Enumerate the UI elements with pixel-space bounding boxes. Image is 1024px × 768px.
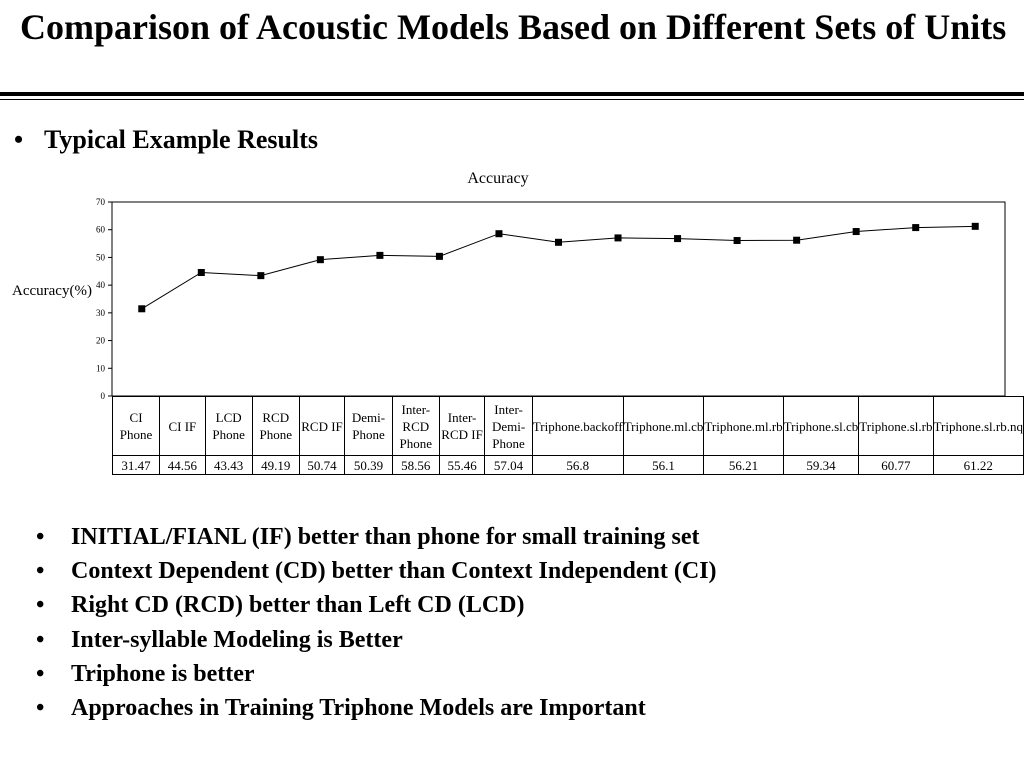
- data-value-label: 55.46: [438, 455, 486, 475]
- bullet-item: • Context Dependent (CD) better than Cont…: [36, 554, 717, 588]
- chart-title: Accuracy: [467, 170, 529, 187]
- data-value-label: 56.1: [622, 455, 705, 475]
- data-point-marker: [257, 272, 265, 280]
- data-value-label: 60.77: [858, 455, 934, 475]
- y-tick-label: 0: [101, 391, 106, 401]
- y-tick-label: 40: [96, 280, 106, 290]
- data-value-label: 61.22: [932, 455, 1024, 475]
- y-tick-label: 70: [96, 197, 106, 207]
- data-point-marker: [733, 237, 741, 245]
- category-label: RCD IF: [298, 396, 346, 456]
- data-point-marker: [435, 252, 443, 260]
- y-tick-label: 30: [96, 308, 106, 318]
- bullet-item: • Inter-syllable Modeling is Better: [36, 623, 717, 657]
- data-value-label: 44.56: [159, 455, 206, 475]
- data-point-marker: [912, 224, 920, 232]
- category-label: Triphone.ml.rb: [703, 396, 784, 456]
- series-line: [141, 225, 976, 310]
- data-point-marker: [555, 238, 562, 246]
- value-row: 31.47 44.56 43.43 49.19 50.74 50.39 58.56 55.46…: [111, 455, 1024, 475]
- bullet-dot-icon: •: [36, 660, 45, 687]
- accuracy-line-chart: 0 10 20 30 40 50 60 70: [96, 197, 1006, 401]
- slide-title: Comparison of Acoustic Models Based on D…: [20, 7, 1007, 47]
- bullet-item: • Triphone is better: [36, 657, 717, 691]
- title-rule-thin: [0, 99, 1024, 100]
- data-value-label: 56.8: [531, 455, 624, 475]
- bullet-text: Inter-syllable Modeling is Better: [71, 626, 403, 653]
- data-value-label: 43.43: [204, 455, 253, 475]
- title-rule-thick: [0, 92, 1024, 96]
- chart-data-table: CI Phone CI IF LCD Phone RCD Phone RCD IF Dem…: [111, 396, 1024, 475]
- data-value-label: 31.47: [111, 455, 161, 475]
- bullet-dot-icon: •: [36, 524, 45, 550]
- data-point-marker: [316, 256, 324, 264]
- y-tick-label: 60: [96, 225, 106, 235]
- data-value-label: 50.39: [344, 455, 393, 475]
- data-value-label: 49.19: [251, 455, 300, 475]
- category-label: CI Phone: [111, 396, 161, 456]
- data-point-marker: [674, 235, 682, 243]
- data-value-label: 58.56: [391, 455, 440, 475]
- data-value-label: 50.74: [298, 455, 346, 475]
- lead-bullet-text: Typical Example Results: [44, 125, 318, 154]
- data-point-marker: [138, 305, 146, 313]
- category-label: Triphone.ml.cb: [622, 396, 705, 456]
- bullet-dot-icon: •: [36, 592, 45, 619]
- category-label: Inter-RCD IF: [438, 396, 486, 456]
- bullet-text: INITIAL/FIANL (IF) better than phone for…: [71, 524, 700, 550]
- bullet-item: • Right CD (RCD) better than Left CD (LCD…: [36, 588, 717, 622]
- category-label: Triphone.sl.cb: [782, 396, 860, 456]
- y-tick-label: 20: [96, 336, 106, 346]
- bullet-text: Approaches in Training Triphone Models a…: [71, 695, 646, 722]
- bullet-text: Triphone is better: [71, 660, 255, 687]
- category-label: LCD Phone: [204, 396, 253, 456]
- bullet-dot-icon: •: [36, 626, 45, 653]
- bullet-dot-icon: •: [36, 558, 45, 585]
- bullet-dot-icon: •: [14, 125, 24, 154]
- chart-y-axis-label: Accuracy(%): [12, 283, 92, 299]
- data-value-label: 57.04: [484, 455, 533, 475]
- bullet-dot-icon: •: [36, 695, 45, 722]
- data-value-label: 59.34: [782, 455, 860, 475]
- category-label: Demi-Phone: [344, 396, 393, 456]
- category-label: CI IF: [159, 396, 206, 456]
- data-point-marker: [197, 269, 205, 277]
- category-label: Triphone.sl.rb: [858, 396, 934, 456]
- data-point-marker: [971, 222, 979, 230]
- category-label: Triphone.backoff: [531, 396, 624, 456]
- data-point-marker: [495, 230, 503, 238]
- data-point-marker: [793, 236, 801, 244]
- y-tick-label: 10: [96, 363, 106, 373]
- category-label: Inter-Demi-Phone: [484, 396, 533, 456]
- bullet-list: • INITIAL/FIANL (IF) better than phone fo…: [36, 520, 717, 725]
- category-label: Inter-RCD Phone: [391, 396, 440, 456]
- plot-frame: [111, 201, 1006, 397]
- bullet-item: • Approaches in Training Triphone Models …: [36, 691, 717, 725]
- bullet-item: • INITIAL/FIANL (IF) better than phone fo…: [36, 520, 717, 554]
- category-row: CI Phone CI IF LCD Phone RCD Phone RCD IF Dem…: [111, 396, 1024, 456]
- data-point-marker: [376, 251, 384, 259]
- data-point-marker: [614, 234, 622, 242]
- bullet-text: Right CD (RCD) better than Left CD (LCD): [71, 592, 525, 619]
- y-tick-label: 50: [96, 252, 106, 262]
- data-value-label: 56.21: [703, 455, 784, 475]
- category-label: Triphone.sl.rb.nq: [932, 396, 1024, 456]
- data-point-marker: [852, 228, 860, 236]
- category-label: RCD Phone: [251, 396, 300, 456]
- lead-bullet: • Typical Example Results: [14, 124, 318, 156]
- bullet-text: Context Dependent (CD) better than Conte…: [71, 558, 717, 585]
